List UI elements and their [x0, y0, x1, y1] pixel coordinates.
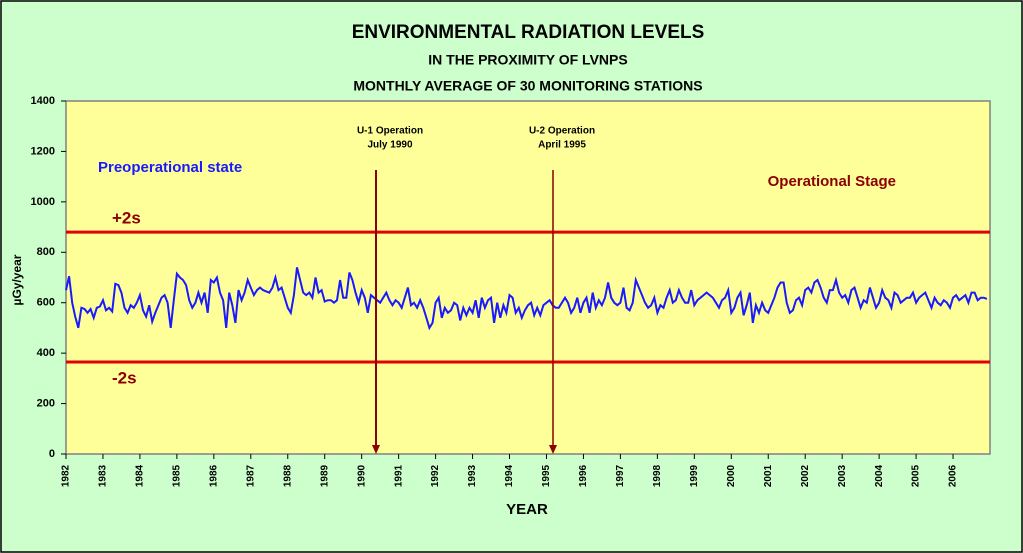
plot-area: [65, 100, 991, 455]
y-tick-label: 600: [37, 297, 55, 309]
x-tick-label: 1983: [98, 464, 109, 487]
x-tick-label: 2003: [837, 464, 848, 487]
x-tick-label: 1984: [135, 464, 146, 487]
x-tick-label: 1995: [541, 464, 552, 487]
x-tick-label: 2000: [726, 464, 737, 487]
annotation-text: July 1990: [367, 140, 412, 151]
x-tick-label: 1999: [689, 464, 700, 487]
x-tick-label: 1994: [504, 464, 515, 487]
stage-label: Operational Stage: [768, 173, 896, 190]
annotation-text: April 1995: [538, 140, 586, 151]
x-tick-label: 2005: [911, 464, 922, 487]
x-tick-label: 1997: [615, 464, 626, 487]
x-tick-label: 1992: [430, 464, 441, 487]
x-tick-label: 1988: [282, 464, 293, 487]
chart-title: ENVIRONMENTAL RADIATION LEVELS: [352, 22, 705, 43]
y-tick-label: 200: [37, 397, 55, 409]
y-tick-label: 800: [37, 246, 55, 258]
x-tick-label: 1998: [652, 464, 663, 487]
x-tick-label: 1985: [172, 464, 183, 487]
arrow-head: [549, 445, 557, 454]
y-tick-label: 400: [37, 347, 55, 359]
arrow-head: [372, 445, 380, 454]
stage-label: Preoperational state: [98, 159, 242, 176]
reference-label: -2s: [112, 368, 137, 387]
x-tick-label: 1990: [356, 464, 367, 487]
x-tick-label: 2001: [763, 464, 774, 487]
x-tick-label: 1986: [208, 464, 219, 487]
annotation-text: U-1 Operation: [357, 126, 423, 137]
x-tick-label: 1982: [61, 464, 72, 487]
x-axis-label: YEAR: [506, 501, 548, 518]
chart-subtitle: IN THE PROXIMITY OF LVNPS: [428, 52, 627, 68]
x-tick-label: 2004: [874, 464, 885, 487]
y-tick-label: 0: [49, 448, 55, 460]
reference-label: +2s: [112, 209, 141, 228]
data-line: [65, 267, 988, 331]
x-tick-label: 1987: [245, 464, 256, 487]
y-axis-label: µGy/year: [10, 254, 24, 305]
x-tick-label: 2006: [948, 464, 959, 487]
y-tick-label: 1400: [31, 95, 55, 107]
x-tick-label: 1996: [578, 464, 589, 487]
x-tick-label: 1993: [467, 464, 478, 487]
x-tick-label: 1989: [319, 464, 330, 487]
x-tick-label: 2002: [800, 464, 811, 487]
y-tick-label: 1200: [31, 145, 55, 157]
chart-subtitle: MONTHLY AVERAGE OF 30 MONITORING STATION…: [353, 78, 702, 94]
annotation-text: U-2 Operation: [529, 126, 595, 137]
y-tick-label: 1000: [31, 196, 55, 208]
x-tick-label: 1991: [393, 464, 404, 487]
